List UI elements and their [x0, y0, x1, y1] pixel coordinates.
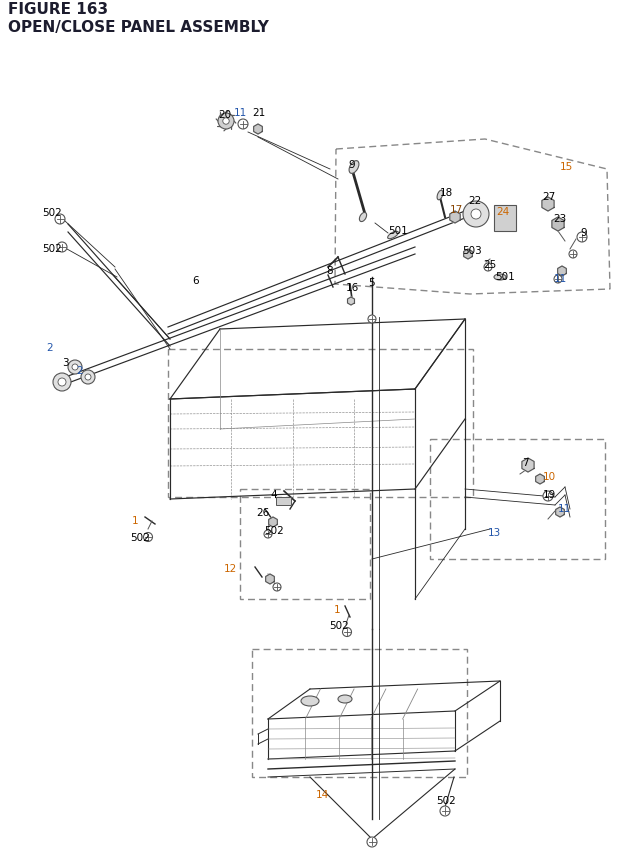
Text: 502: 502 — [130, 532, 150, 542]
Text: 16: 16 — [346, 282, 359, 293]
Circle shape — [577, 232, 587, 243]
Text: 502: 502 — [42, 244, 61, 254]
Text: 12: 12 — [224, 563, 237, 573]
Circle shape — [554, 276, 562, 283]
Circle shape — [58, 379, 66, 387]
Text: 17: 17 — [450, 205, 463, 214]
Text: 21: 21 — [252, 108, 265, 118]
Text: 3: 3 — [62, 357, 68, 368]
Bar — [168, 350, 473, 498]
Bar — [430, 439, 605, 560]
Text: 27: 27 — [542, 192, 556, 201]
Polygon shape — [557, 267, 566, 276]
Circle shape — [55, 214, 65, 225]
Circle shape — [484, 263, 492, 272]
Text: 11: 11 — [234, 108, 247, 118]
Text: 2: 2 — [76, 366, 83, 375]
Text: OPEN/CLOSE PANEL ASSEMBLY: OPEN/CLOSE PANEL ASSEMBLY — [8, 20, 269, 35]
Text: FIGURE 163: FIGURE 163 — [8, 2, 108, 17]
Text: 11: 11 — [558, 504, 572, 513]
Ellipse shape — [360, 214, 367, 222]
Text: 1: 1 — [334, 604, 340, 614]
Circle shape — [463, 201, 489, 228]
Circle shape — [471, 210, 481, 220]
Polygon shape — [556, 507, 564, 517]
Ellipse shape — [437, 191, 443, 201]
Polygon shape — [552, 218, 564, 232]
Circle shape — [81, 370, 95, 385]
Circle shape — [342, 628, 351, 637]
Polygon shape — [269, 517, 277, 528]
Text: 9: 9 — [580, 228, 587, 238]
Text: 502: 502 — [436, 795, 456, 805]
Circle shape — [53, 374, 71, 392]
Text: 502: 502 — [42, 208, 61, 218]
Text: 15: 15 — [560, 162, 573, 172]
Text: 18: 18 — [440, 188, 453, 198]
Text: 503: 503 — [462, 245, 482, 256]
Text: 9: 9 — [348, 160, 355, 170]
Text: 4: 4 — [270, 489, 276, 499]
Text: 13: 13 — [488, 528, 501, 537]
Circle shape — [223, 119, 229, 125]
Circle shape — [273, 583, 281, 592]
Text: 22: 22 — [468, 195, 481, 206]
Circle shape — [440, 806, 450, 816]
Circle shape — [72, 364, 78, 370]
Bar — [252, 649, 467, 777]
Text: 501: 501 — [388, 226, 408, 236]
Text: 501: 501 — [495, 272, 515, 282]
Polygon shape — [253, 125, 262, 135]
Text: 7: 7 — [522, 457, 529, 468]
Text: 24: 24 — [496, 207, 509, 217]
Text: 25: 25 — [483, 260, 496, 269]
Circle shape — [143, 533, 152, 542]
Text: 502: 502 — [329, 620, 349, 630]
Polygon shape — [542, 198, 554, 212]
Circle shape — [367, 837, 377, 847]
Circle shape — [85, 375, 91, 381]
Text: 10: 10 — [543, 472, 556, 481]
Text: 502: 502 — [264, 525, 284, 536]
Circle shape — [238, 120, 248, 130]
Ellipse shape — [338, 695, 352, 703]
Polygon shape — [463, 250, 472, 260]
Text: 26: 26 — [256, 507, 269, 517]
Circle shape — [264, 530, 272, 538]
Text: 23: 23 — [553, 214, 566, 224]
Circle shape — [543, 492, 553, 501]
Text: 2: 2 — [46, 343, 52, 353]
Circle shape — [68, 361, 82, 375]
Polygon shape — [536, 474, 545, 485]
Circle shape — [368, 316, 376, 324]
Polygon shape — [266, 574, 275, 585]
Ellipse shape — [494, 275, 506, 281]
Ellipse shape — [301, 697, 319, 706]
Bar — [240, 489, 370, 599]
Circle shape — [57, 243, 67, 253]
Circle shape — [218, 114, 234, 130]
Text: 8: 8 — [326, 266, 333, 276]
Text: 6: 6 — [192, 276, 198, 286]
Text: 20: 20 — [218, 110, 231, 120]
Ellipse shape — [388, 232, 398, 239]
Bar — [494, 206, 516, 232]
Ellipse shape — [349, 161, 359, 174]
Text: 1: 1 — [132, 516, 139, 525]
Bar — [276, 498, 291, 505]
Polygon shape — [522, 458, 534, 473]
Circle shape — [569, 251, 577, 258]
Text: 5: 5 — [368, 278, 374, 288]
Polygon shape — [348, 298, 355, 306]
Text: 14: 14 — [316, 789, 329, 799]
Polygon shape — [450, 212, 460, 224]
Text: 11: 11 — [554, 274, 567, 283]
Text: 19: 19 — [543, 489, 556, 499]
